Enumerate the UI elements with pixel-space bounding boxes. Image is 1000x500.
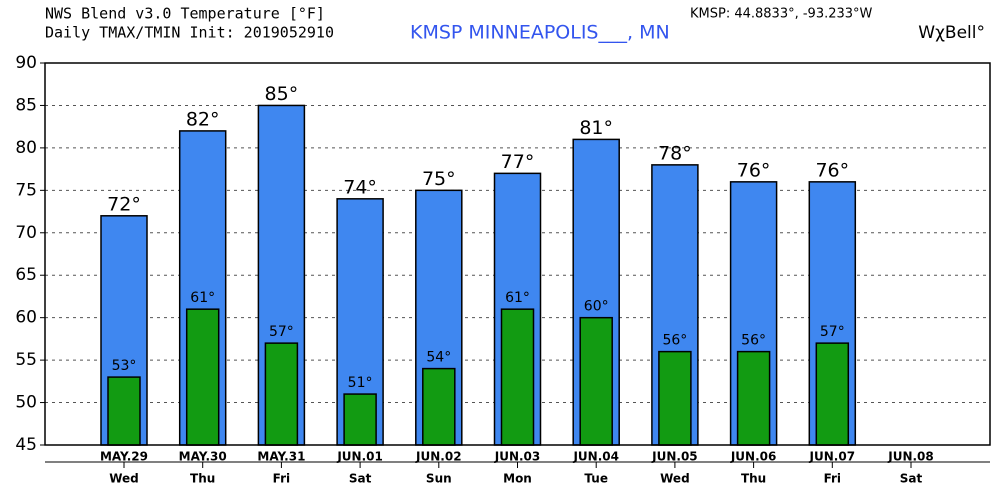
bar <box>500 308 535 446</box>
bar <box>422 367 456 446</box>
value-label: 56° <box>662 333 687 349</box>
bar <box>185 308 220 446</box>
value-label: 76° <box>737 159 771 181</box>
x-tick-label: JUN.02 <box>415 450 462 464</box>
x-weekday-label: Thu <box>741 472 766 486</box>
x-weekday-label: Thu <box>190 472 215 486</box>
x-weekday-label: Sun <box>426 472 452 486</box>
x-tick-label: JUN.04 <box>572 450 619 464</box>
chart-subtitle: Daily TMAX/TMIN Init: 2019052910 <box>45 24 334 42</box>
brand: WχBell° <box>918 23 985 43</box>
y-tick-label: 75 <box>15 180 37 200</box>
x-weekday-label: Fri <box>824 472 841 486</box>
bar <box>107 376 141 446</box>
station-name: KMSP MINNEAPOLIS___, MN <box>410 22 670 44</box>
bar <box>264 342 299 446</box>
y-tick-label: 50 <box>15 393 37 413</box>
y-tick-label: 85 <box>15 95 37 115</box>
value-label: 60° <box>584 299 609 315</box>
value-label: 53° <box>112 358 137 374</box>
value-label: 54° <box>426 350 451 366</box>
x-tick-label: JUN.06 <box>730 450 777 464</box>
x-weekday-label: Fri <box>273 472 290 486</box>
x-weekday-label: Sat <box>900 472 923 486</box>
chart-title: NWS Blend v3.0 Temperature [°F] <box>45 5 325 23</box>
y-tick-label: 70 <box>15 223 37 243</box>
x-tick-label: MAY.29 <box>100 450 148 464</box>
y-tick-label: 90 <box>15 53 37 73</box>
x-weekday-label: Sat <box>349 472 372 486</box>
y-tick-label: 80 <box>15 138 37 158</box>
bar <box>658 350 692 446</box>
value-label: 61° <box>190 290 215 306</box>
bar <box>815 342 850 446</box>
x-tick-label: JUN.03 <box>494 450 541 464</box>
x-tick-label: MAY.31 <box>257 450 305 464</box>
plot-frame <box>44 62 991 446</box>
bar <box>343 393 377 446</box>
x-weekday-label: Wed <box>660 472 690 486</box>
value-label: 77° <box>501 151 535 173</box>
value-label: 85° <box>265 83 299 105</box>
station-location: KMSP: 44.8833°, -93.233°W <box>690 7 873 22</box>
x-tick-label: JUN.07 <box>809 450 856 464</box>
value-label: 57° <box>269 324 294 340</box>
value-label: 74° <box>343 176 377 198</box>
value-label: 72° <box>107 193 141 215</box>
x-tick-label: JUN.01 <box>336 450 383 464</box>
bar <box>736 350 771 446</box>
value-label: 57° <box>820 324 845 340</box>
value-label: 75° <box>422 168 456 190</box>
value-label: 81° <box>579 117 613 139</box>
x-tick-label: JUN.08 <box>887 450 934 464</box>
x-tick-label: JUN.05 <box>651 450 698 464</box>
x-weekday-label: Wed <box>109 472 139 486</box>
y-tick-label: 60 <box>15 308 37 328</box>
value-label: 56° <box>741 333 766 349</box>
value-label: 82° <box>186 108 220 130</box>
value-label: 51° <box>348 375 373 391</box>
y-tick-label: 55 <box>15 350 37 370</box>
bar <box>579 316 613 446</box>
value-label: 78° <box>658 142 692 164</box>
x-tick-label: MAY.30 <box>179 450 227 464</box>
value-label: 76° <box>815 159 849 181</box>
x-weekday-label: Mon <box>503 472 532 486</box>
value-label: 61° <box>505 290 530 306</box>
y-tick-label: 45 <box>15 435 37 455</box>
y-tick-label: 65 <box>15 265 37 285</box>
x-weekday-label: Tue <box>584 472 608 486</box>
